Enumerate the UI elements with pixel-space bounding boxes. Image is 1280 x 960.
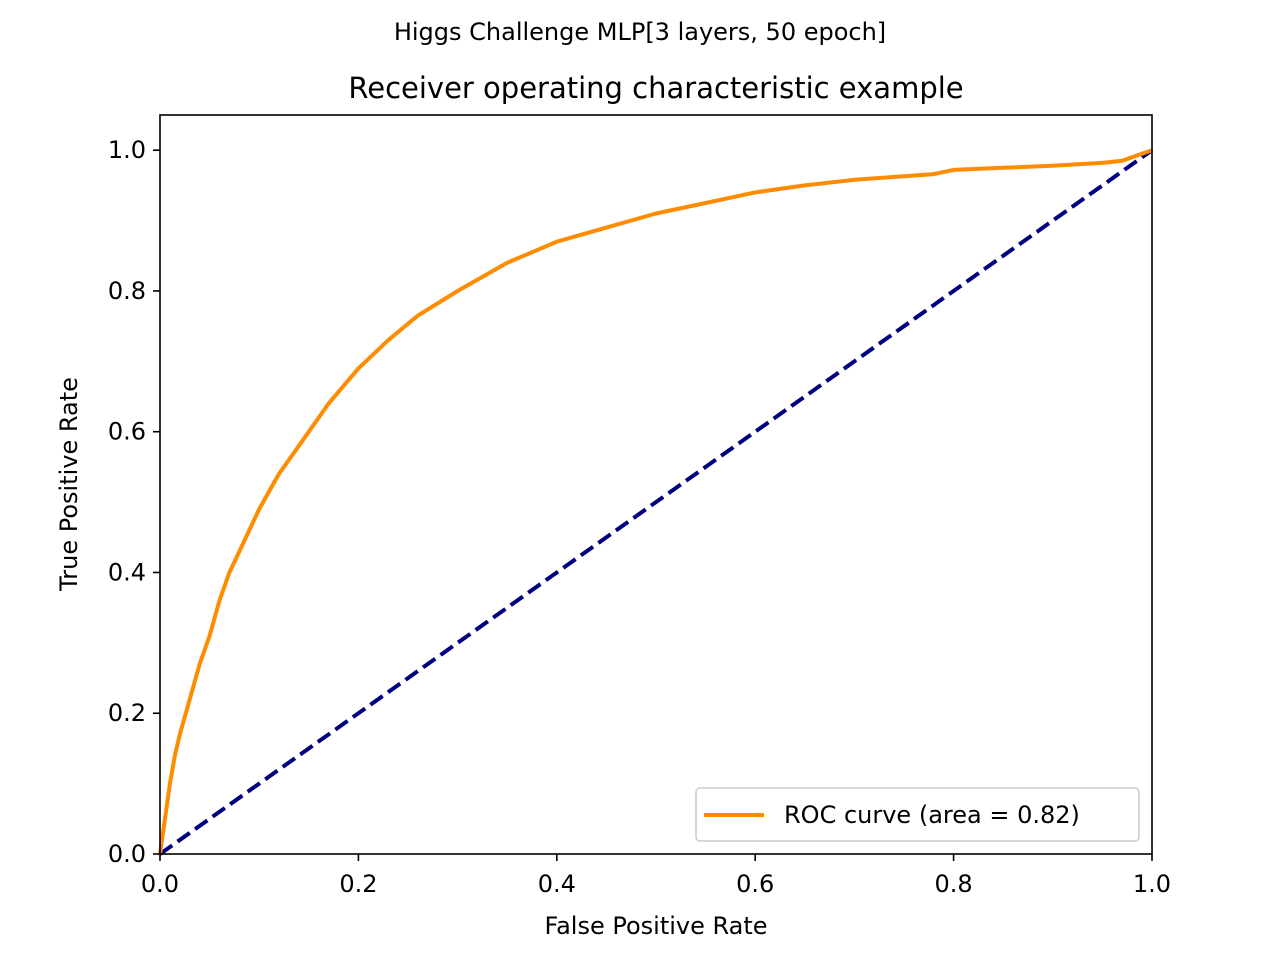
y-tick-label: 0.8 [108, 277, 146, 305]
x-tick-label: 0.2 [339, 870, 377, 898]
legend-label-roc-curve: ROC curve (area = 0.82) [784, 801, 1080, 829]
x-tick-label: 0.0 [141, 870, 179, 898]
figure-suptitle: Higgs Challenge MLP[3 layers, 50 epoch] [394, 18, 886, 46]
y-tick-label: 0.0 [108, 840, 146, 868]
x-tick-label: 1.0 [1133, 870, 1171, 898]
chance-diagonal-line [158, 148, 1154, 856]
y-axis-label: True Positive Rate [55, 377, 83, 592]
y-tick-label: 0.2 [108, 699, 146, 727]
roc-curve-line [158, 148, 1153, 855]
y-tick-label: 1.0 [108, 136, 146, 164]
x-tick-label: 0.6 [736, 870, 774, 898]
plot-area-frame [159, 114, 1153, 855]
x-tick-label: 0.8 [935, 870, 973, 898]
legend: ROC curve (area = 0.82) [695, 787, 1140, 842]
y-tick-label: 0.6 [108, 418, 146, 446]
series-layer [158, 148, 1154, 856]
y-tick-label: 0.4 [108, 558, 146, 586]
x-axis-label: False Positive Rate [544, 912, 767, 940]
x-tick-label: 0.4 [538, 870, 576, 898]
legend-box [695, 787, 1140, 842]
chart-title: Receiver operating characteristic exampl… [348, 71, 963, 105]
x-axis-ticks: 0.0 0.2 0.4 0.6 0.8 1.0 [141, 854, 1171, 898]
y-axis-ticks: 0.0 0.2 0.4 0.6 0.8 1.0 [108, 136, 160, 868]
